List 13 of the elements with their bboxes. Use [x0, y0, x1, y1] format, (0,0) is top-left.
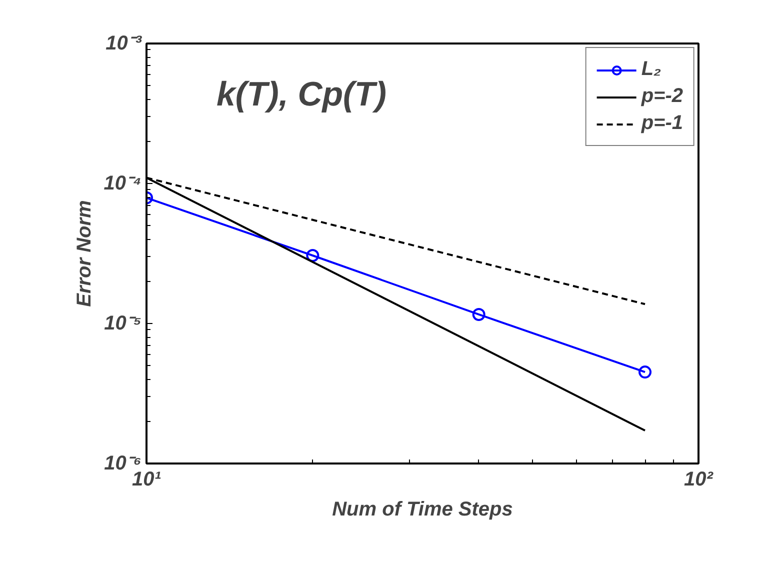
y-tick-label: 10⁻⁴ [104, 172, 142, 194]
x-axis-title: Num of Time Steps [332, 498, 513, 520]
point [306, 249, 320, 262]
point [638, 366, 652, 379]
y-axis-title: Error Norm [74, 200, 96, 307]
legend-label: p=-1 [641, 112, 683, 135]
y-tick-label: 10⁻⁵ [104, 312, 142, 334]
x-tick-label: 10² [684, 468, 714, 490]
legend-label: L₂ [641, 58, 662, 81]
text: k(T), Cp(T) [216, 76, 386, 114]
legend-label: p=-2 [641, 85, 683, 108]
point [472, 308, 486, 321]
y-tick-label: 10⁻³ [106, 32, 143, 54]
